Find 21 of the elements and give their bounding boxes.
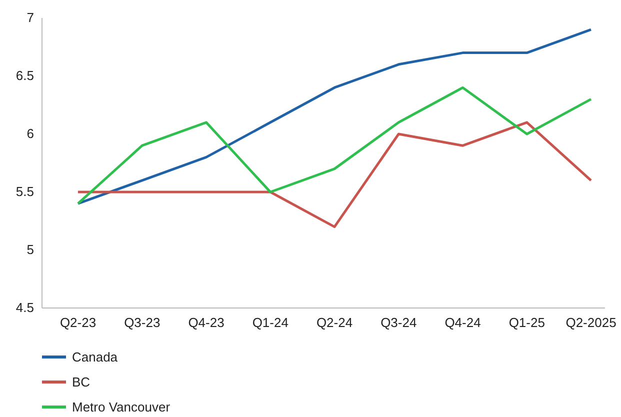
x-tick-label: Q4-23 [188,315,224,330]
x-tick-label: Q2-2025 [566,315,616,330]
line-series [76,86,592,205]
y-tick-label: 7 [26,10,34,26]
legend-label: Metro Vancouver [72,400,171,415]
x-tick-label: Q3-24 [380,315,417,330]
x-tick-label: Q2-23 [60,315,96,330]
legend-label: BC [72,374,90,390]
line-series [76,28,592,205]
y-tick-label: 6 [26,126,34,142]
x-tick-label: Q2-24 [316,315,353,330]
line-series [76,121,592,228]
legend-label: Canada [72,350,118,365]
y-tick-label: 5.5 [16,184,34,200]
x-tick-label: Q1-25 [508,315,545,330]
y-tick-label: 6.5 [16,68,34,84]
x-tick-label: Q4-24 [444,315,481,330]
x-tick-label: Q3-23 [124,315,160,330]
y-tick-label: 4.5 [16,300,34,316]
x-tick-label: Q1-24 [252,315,288,330]
y-tick-label: 5 [26,242,34,258]
